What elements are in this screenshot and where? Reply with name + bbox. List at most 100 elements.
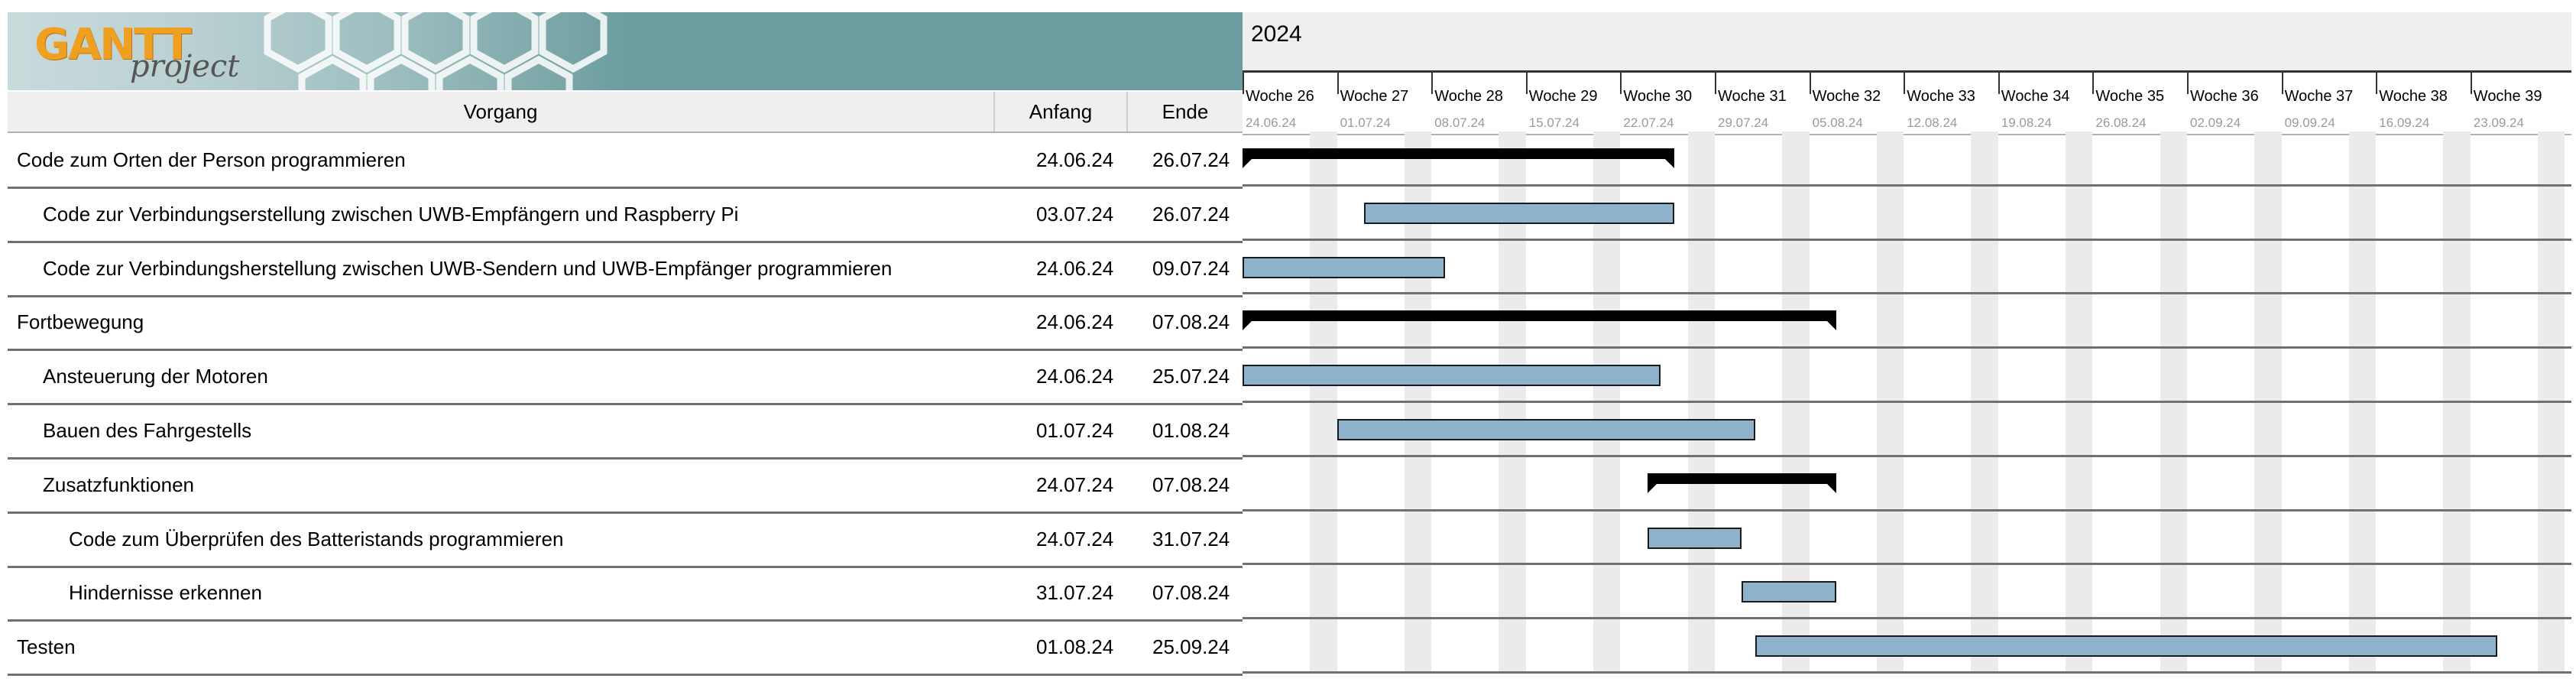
week-tick <box>2092 73 2095 94</box>
task-start: 03.07.24 <box>1036 202 1114 226</box>
week-date: 19.08.24 <box>2001 115 2052 130</box>
logo-brand: GANTT <box>34 20 192 70</box>
task-name[interactable]: Ansteuerung der Motoren <box>43 365 268 388</box>
logo-banner: GANTT project <box>8 12 1243 90</box>
column-header-start[interactable]: Anfang <box>1029 100 1093 123</box>
week-date: 08.07.24 <box>1434 115 1486 130</box>
task-bar[interactable] <box>1363 202 1675 224</box>
week-date: 22.07.24 <box>1623 115 1674 130</box>
summary-bar[interactable] <box>1243 310 1836 331</box>
task-bar[interactable] <box>1337 419 1755 440</box>
week-label: Woche 32 <box>1812 88 1881 105</box>
week-label: Woche 36 <box>2190 88 2259 105</box>
task-start: 24.06.24 <box>1036 365 1114 388</box>
task-end: 07.08.24 <box>1152 310 1230 334</box>
table-row[interactable]: Testen 01.08.24 25.09.24 <box>8 620 1243 677</box>
week-tick <box>1337 73 1339 94</box>
task-end: 01.08.24 <box>1152 419 1230 442</box>
week-label: Woche 27 <box>1340 88 1409 105</box>
table-row[interactable]: Code zur Verbindungserstellung zwischen … <box>8 187 1243 243</box>
week-tick <box>1243 73 1244 94</box>
task-bar[interactable] <box>1742 581 1836 603</box>
week-tick <box>1431 73 1434 94</box>
task-end: 31.07.24 <box>1152 527 1230 550</box>
timeline-year-header <box>1243 12 2571 70</box>
summary-bar[interactable] <box>1243 148 1675 168</box>
week-date: 12.08.24 <box>1907 115 1958 130</box>
task-start: 01.07.24 <box>1036 419 1114 442</box>
week-date: 15.07.24 <box>1528 115 1580 130</box>
task-start: 24.06.24 <box>1036 256 1114 280</box>
row-divider <box>1243 617 2571 620</box>
task-bar[interactable] <box>1755 635 2498 658</box>
week-label: Woche 34 <box>2001 88 2070 105</box>
week-tick <box>1904 73 1906 94</box>
task-name[interactable]: Code zum Orten der Person programmieren <box>17 148 406 171</box>
table-row[interactable]: Bauen des Fahrgestells 01.07.24 01.08.24 <box>8 404 1243 460</box>
table-row[interactable]: Zusatzfunktionen 24.07.24 07.08.24 <box>8 458 1243 514</box>
week-tick <box>2470 73 2472 94</box>
hexagon-pattern-icon <box>264 12 608 90</box>
week-date: 26.08.24 <box>2095 115 2147 130</box>
row-divider <box>1243 183 2571 187</box>
task-end: 09.07.24 <box>1152 256 1230 280</box>
task-start: 24.06.24 <box>1036 148 1114 171</box>
task-end: 25.07.24 <box>1152 365 1230 388</box>
week-label: Woche 37 <box>2284 88 2354 105</box>
task-name[interactable]: Fortbewegung <box>17 310 144 334</box>
week-date: 02.09.24 <box>2190 115 2241 130</box>
row-divider <box>1243 346 2571 349</box>
row-divider <box>1243 454 2571 457</box>
week-date: 01.07.24 <box>1340 115 1391 130</box>
week-label: Woche 31 <box>1718 88 1787 105</box>
timeline-year: 2024 <box>1251 21 1302 47</box>
task-name[interactable]: Bauen des Fahrgestells <box>43 419 252 442</box>
task-table-header: Vorgang Anfang Ende <box>8 92 1243 133</box>
task-end: 26.07.24 <box>1152 148 1230 171</box>
week-date: 05.08.24 <box>1812 115 1863 130</box>
column-header-end[interactable]: Ende <box>1162 100 1209 123</box>
week-tick <box>2376 73 2378 94</box>
task-start: 24.07.24 <box>1036 527 1114 550</box>
table-row[interactable]: Hindernisse erkennen 31.07.24 07.08.24 <box>8 566 1243 622</box>
task-start: 31.07.24 <box>1036 581 1114 605</box>
week-date: 24.06.24 <box>1246 115 1297 130</box>
task-name[interactable]: Code zum Überprüfen des Batteristands pr… <box>69 527 564 550</box>
task-end: 07.08.24 <box>1152 581 1230 605</box>
table-row[interactable]: Code zum Überprüfen des Batteristands pr… <box>8 512 1243 568</box>
task-name[interactable]: Code zur Verbindungserstellung zwischen … <box>43 202 739 226</box>
column-header-task[interactable]: Vorgang <box>463 100 538 123</box>
task-bar[interactable] <box>1647 527 1742 549</box>
task-name[interactable]: Code zur Verbindungsherstellung zwischen… <box>43 256 893 280</box>
row-divider <box>1243 563 2571 566</box>
week-label: Woche 28 <box>1434 88 1503 105</box>
week-date: 16.09.24 <box>2379 115 2430 130</box>
week-tick <box>2187 73 2189 94</box>
task-bar[interactable] <box>1243 365 1661 387</box>
week-label: Woche 26 <box>1246 88 1314 105</box>
task-end: 25.09.24 <box>1152 635 1230 659</box>
timeline-week-header: Woche 26 24.06.24 Woche 27 01.07.24 Woche 28… <box>1243 70 2571 135</box>
logo-subtitle: project <box>130 49 240 84</box>
task-start: 24.07.24 <box>1036 473 1114 496</box>
task-name[interactable]: Testen <box>17 635 76 659</box>
task-name[interactable]: Hindernisse erkennen <box>69 581 262 605</box>
table-row[interactable]: Fortbewegung 24.06.24 07.08.24 <box>8 295 1243 352</box>
gantt-chart-area <box>1243 132 2571 674</box>
table-row[interactable]: Ansteuerung der Motoren 24.06.24 25.07.24 <box>8 349 1243 406</box>
week-tick <box>2281 73 2283 94</box>
table-row[interactable]: Code zum Orten der Person programmieren 2… <box>8 133 1243 189</box>
week-label: Woche 30 <box>1623 88 1693 105</box>
week-label: Woche 38 <box>2379 88 2448 105</box>
summary-bar[interactable] <box>1647 473 1837 493</box>
week-label: Woche 29 <box>1528 88 1598 105</box>
task-name[interactable]: Zusatzfunktionen <box>43 473 195 496</box>
task-bar[interactable] <box>1243 256 1445 278</box>
week-label: Woche 39 <box>2473 88 2542 105</box>
row-divider <box>1243 671 2571 674</box>
week-date: 09.09.24 <box>2284 115 2335 130</box>
week-tick <box>1809 73 1811 94</box>
week-tick <box>1525 73 1528 94</box>
table-row[interactable]: Code zur Verbindungsherstellung zwischen… <box>8 242 1243 297</box>
task-end: 07.08.24 <box>1152 473 1230 496</box>
